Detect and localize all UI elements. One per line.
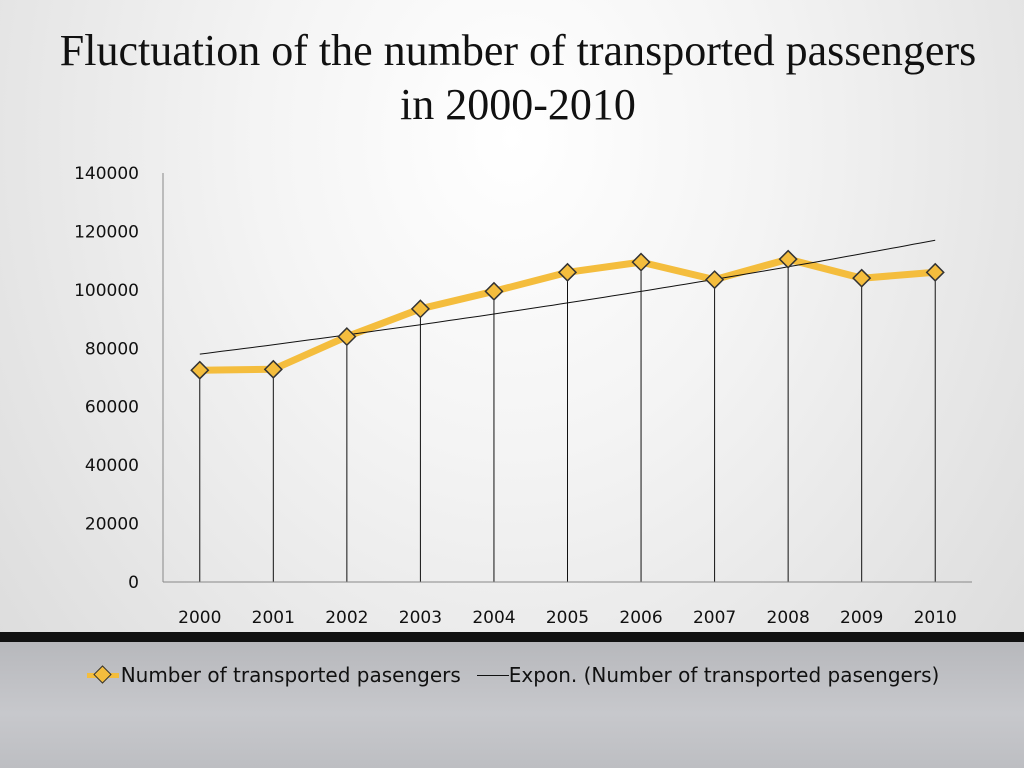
legend-item-trend: Expon. (Number of transported pasengers) bbox=[473, 663, 940, 687]
y-tick-label: 0 bbox=[128, 573, 139, 593]
data-point-marker bbox=[190, 360, 210, 380]
footer-band bbox=[0, 632, 1024, 768]
x-tick-label: 2002 bbox=[325, 608, 368, 628]
data-point-marker bbox=[263, 359, 283, 379]
x-tick-label: 2001 bbox=[252, 608, 295, 628]
data-point-marker bbox=[852, 268, 872, 288]
drop-lines bbox=[199, 259, 936, 582]
data-point-marker bbox=[410, 299, 430, 319]
footer-divider bbox=[0, 632, 1024, 642]
legend-series-label: Number of transported pasengers bbox=[120, 663, 461, 687]
x-tick-label: 2008 bbox=[767, 608, 810, 628]
x-tick-label: 2010 bbox=[914, 608, 957, 628]
line-chart: 020000400006000080000100000120000140000 … bbox=[74, 164, 972, 628]
x-tick-label: 2003 bbox=[399, 608, 442, 628]
data-point-marker bbox=[925, 262, 945, 282]
legend-trend-label: Expon. (Number of transported pasengers) bbox=[508, 663, 940, 687]
y-tick-label: 80000 bbox=[85, 339, 139, 359]
y-tick-label: 120000 bbox=[74, 222, 139, 242]
data-point-marker bbox=[337, 327, 357, 347]
legend-series-swatch-icon bbox=[85, 665, 121, 685]
y-tick-label: 60000 bbox=[85, 398, 139, 418]
series-markers bbox=[190, 249, 945, 380]
data-point-marker bbox=[778, 249, 798, 269]
legend-item-series: Number of transported pasengers bbox=[85, 663, 461, 687]
legend-trend-swatch-icon bbox=[473, 665, 509, 685]
x-tick-label: 2005 bbox=[546, 608, 589, 628]
x-tick-label: 2007 bbox=[693, 608, 736, 628]
y-tick-label: 20000 bbox=[85, 515, 139, 535]
y-tick-label: 100000 bbox=[74, 281, 139, 301]
x-axis-ticks: 2000 2001 2002 2003 2004 2005 2006 2007 2008 2009… bbox=[178, 608, 957, 628]
chart-legend: Number of transported pasengers Expon. (… bbox=[0, 663, 1024, 687]
data-point-marker bbox=[484, 281, 504, 301]
data-point-marker bbox=[705, 270, 725, 290]
y-tick-label: 140000 bbox=[74, 164, 139, 184]
y-tick-label: 40000 bbox=[85, 456, 139, 476]
x-tick-label: 2004 bbox=[472, 608, 515, 628]
x-tick-label: 2009 bbox=[840, 608, 883, 628]
y-axis-ticks: 0 20000 40000 60000 80000 100000 120000 140000 bbox=[74, 164, 139, 593]
data-point-marker bbox=[557, 262, 578, 282]
data-point-marker bbox=[631, 252, 651, 272]
slide-title: Fluctuation of the number of transported… bbox=[59, 26, 977, 129]
trendline bbox=[199, 239, 936, 355]
x-tick-label: 2006 bbox=[619, 608, 662, 628]
x-tick-label: 2000 bbox=[178, 608, 221, 628]
